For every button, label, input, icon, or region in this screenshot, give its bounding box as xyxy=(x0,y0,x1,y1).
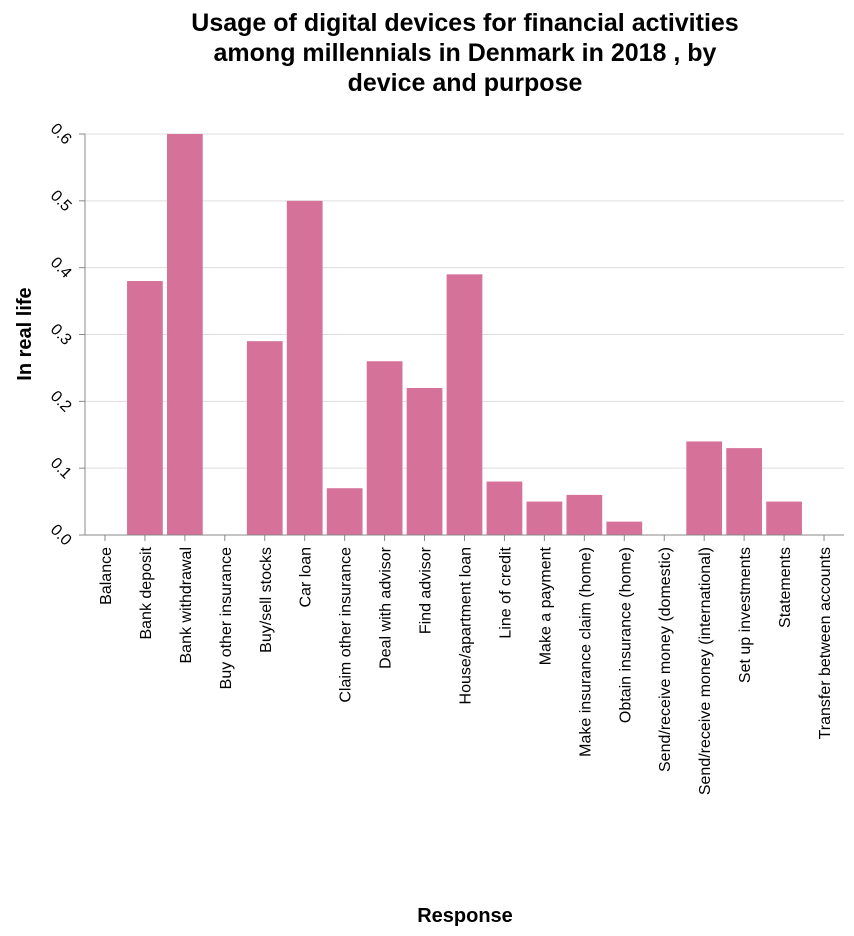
chart-title-line-1: Usage of digital devices for financial a… xyxy=(191,9,738,37)
bar xyxy=(526,501,563,535)
x-tick-label: Statements xyxy=(777,547,794,628)
x-tick-label: House/apartment loan xyxy=(458,547,475,704)
y-tick-label: 0.4 xyxy=(47,254,75,282)
chart-title-line-2: among millennials in Denmark in 2018 , b… xyxy=(214,39,717,67)
bar xyxy=(406,387,443,535)
x-tick-label: Set up investments xyxy=(737,547,754,683)
x-tick-label: Bank deposit xyxy=(138,546,155,639)
x-tick-label: Send/receive money (domestic) xyxy=(657,547,674,772)
bar xyxy=(486,481,523,535)
y-tick-label: 0.5 xyxy=(47,187,75,215)
x-tick-label: Make insurance claim (home) xyxy=(577,547,594,757)
x-tick-label: Make a payment xyxy=(537,546,554,665)
y-tick-label: 0.1 xyxy=(47,455,75,483)
y-tick-label: 0.3 xyxy=(47,321,75,349)
x-axis-title: Response xyxy=(417,905,513,927)
x-tick-label: Balance xyxy=(98,547,115,605)
bar xyxy=(286,200,323,536)
x-tick-label: Send/receive money (international) xyxy=(697,547,714,795)
bars xyxy=(127,134,802,536)
x-tick-label: Transfer between accounts xyxy=(817,547,834,739)
x-tick-label: Bank withdrawal xyxy=(178,547,195,664)
bar xyxy=(766,501,802,535)
bar xyxy=(726,448,763,535)
x-tick-label: Claim other insurance xyxy=(338,547,355,703)
x-tick-label: Car loan xyxy=(298,547,315,607)
x-tick-label: Line of credit xyxy=(497,546,514,638)
chart-title-line-3: device and purpose xyxy=(348,69,583,97)
bar xyxy=(246,341,283,535)
bar xyxy=(366,361,403,535)
bar xyxy=(326,488,363,535)
chart-title: Usage of digital devices for financial a… xyxy=(191,9,738,97)
bar xyxy=(127,281,163,535)
x-tick-label: Buy/sell stocks xyxy=(258,547,275,653)
x-tick-label: Find advisor xyxy=(418,546,435,634)
y-tick-label: 0.6 xyxy=(47,120,75,148)
bar xyxy=(566,494,603,535)
y-axis-title: In real life xyxy=(14,287,36,380)
y-tick-label: 0.2 xyxy=(47,388,75,416)
bar xyxy=(686,441,723,535)
x-tick-label: Buy other insurance xyxy=(218,547,235,689)
bar xyxy=(446,274,483,535)
y-tick-labels: 0.0 0.1 0.2 0.3 0.4 0.5 0.6 xyxy=(47,120,85,549)
bar xyxy=(166,134,203,535)
x-tick-label: Obtain insurance (home) xyxy=(617,547,634,723)
x-tick-labels: Balance Bank deposit Bank withdrawal Buy ot… xyxy=(98,535,834,795)
bar xyxy=(606,521,643,535)
y-tick-label: 0.0 xyxy=(47,521,75,549)
x-tick-label: Deal with advisor xyxy=(378,546,395,669)
